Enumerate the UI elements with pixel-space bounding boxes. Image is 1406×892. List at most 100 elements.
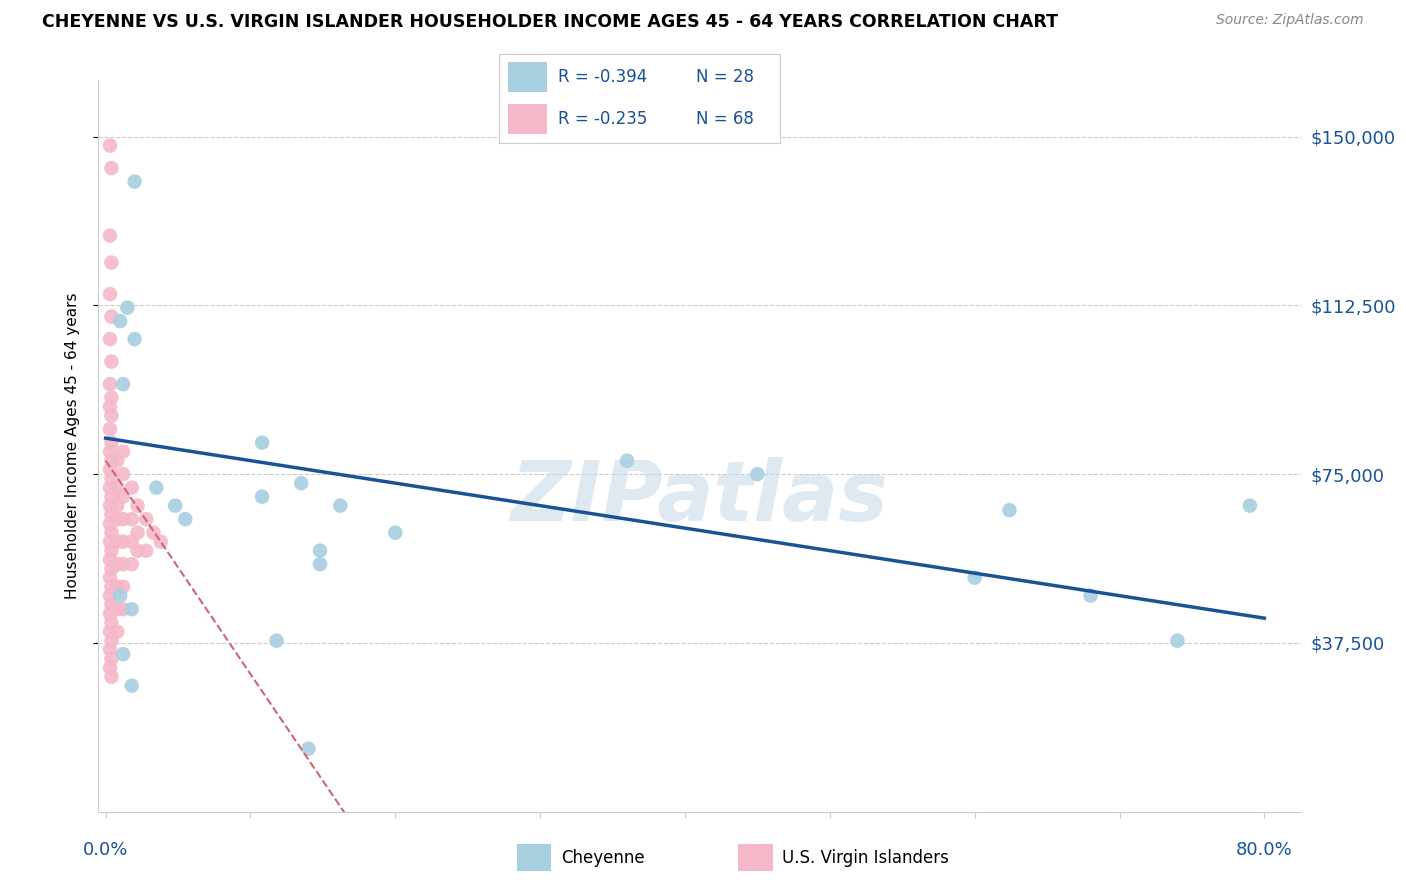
Point [121, 512, 143, 526]
Point [1166, 633, 1188, 648]
Point [112, 444, 135, 458]
Point [98, 462, 121, 476]
Point [112, 377, 135, 392]
Point [98, 642, 121, 657]
Point [98, 589, 121, 603]
Point [100, 453, 122, 467]
Point [124, 175, 146, 189]
Point [100, 580, 122, 594]
Point [108, 314, 131, 328]
Point [121, 534, 143, 549]
Bar [508, 104, 547, 134]
Text: U.S. Virgin Islanders: U.S. Virgin Islanders [782, 848, 949, 866]
Bar [508, 62, 547, 92]
Point [100, 409, 122, 423]
Point [100, 490, 122, 504]
Point [98, 422, 121, 436]
Point [616, 453, 638, 467]
Point [112, 557, 135, 571]
Point [121, 557, 143, 571]
Point [98, 499, 121, 513]
Point [100, 391, 122, 405]
Text: Source: ZipAtlas.com: Source: ZipAtlas.com [1216, 13, 1364, 28]
Point [108, 589, 131, 603]
Point [112, 490, 135, 504]
Point [98, 607, 121, 621]
Point [100, 543, 122, 558]
Point [100, 161, 122, 175]
Point [100, 435, 122, 450]
Point [149, 534, 172, 549]
Point [105, 534, 128, 549]
Point [127, 525, 149, 540]
Text: Cheyenne: Cheyenne [561, 848, 644, 866]
Point [100, 633, 122, 648]
Point [250, 435, 273, 450]
Point [112, 602, 135, 616]
Point [98, 287, 121, 301]
Point [297, 741, 319, 756]
Point [309, 543, 332, 558]
Text: N = 68: N = 68 [696, 110, 754, 128]
Point [100, 651, 122, 665]
Point [127, 543, 149, 558]
Point [127, 499, 149, 513]
Point [266, 633, 288, 648]
Point [100, 508, 122, 522]
Point [1239, 499, 1261, 513]
Point [112, 647, 135, 661]
Point [121, 602, 143, 616]
Point [100, 562, 122, 576]
Point [100, 615, 122, 630]
Point [998, 503, 1021, 517]
Point [100, 525, 122, 540]
Point [105, 580, 128, 594]
Text: 80.0%: 80.0% [1236, 841, 1292, 859]
Y-axis label: Householder Income Ages 45 - 64 years: Householder Income Ages 45 - 64 years [65, 293, 80, 599]
Bar [738, 844, 773, 871]
Point [112, 580, 135, 594]
Point [105, 499, 128, 513]
Point [105, 512, 128, 526]
Point [121, 679, 143, 693]
Point [135, 543, 157, 558]
Point [384, 525, 406, 540]
Point [98, 624, 121, 639]
Point [174, 512, 197, 526]
Point [250, 490, 273, 504]
Point [98, 138, 121, 153]
Point [747, 467, 769, 482]
Point [117, 301, 139, 315]
Point [963, 571, 986, 585]
Point [98, 481, 121, 495]
Point [112, 467, 135, 482]
Point [98, 444, 121, 458]
Point [329, 499, 352, 513]
Bar [517, 844, 551, 871]
Point [98, 552, 121, 566]
Point [100, 354, 122, 368]
Text: R = -0.394: R = -0.394 [558, 68, 647, 87]
Point [98, 332, 121, 346]
Text: N = 28: N = 28 [696, 68, 754, 87]
Point [105, 453, 128, 467]
Point [98, 377, 121, 392]
Text: CHEYENNE VS U.S. VIRGIN ISLANDER HOUSEHOLDER INCOME AGES 45 - 64 YEARS CORRELATI: CHEYENNE VS U.S. VIRGIN ISLANDER HOUSEHO… [42, 13, 1059, 31]
Point [98, 661, 121, 675]
Text: ZIPatlas: ZIPatlas [510, 457, 889, 538]
Point [121, 481, 143, 495]
Point [98, 571, 121, 585]
Point [165, 499, 187, 513]
Point [105, 624, 128, 639]
Point [1080, 589, 1102, 603]
Point [100, 310, 122, 324]
Point [98, 400, 121, 414]
Point [112, 534, 135, 549]
Point [105, 602, 128, 616]
Point [98, 228, 121, 243]
Point [98, 516, 121, 531]
Point [98, 534, 121, 549]
Point [100, 598, 122, 612]
Text: 0.0%: 0.0% [83, 841, 128, 859]
Point [135, 512, 157, 526]
